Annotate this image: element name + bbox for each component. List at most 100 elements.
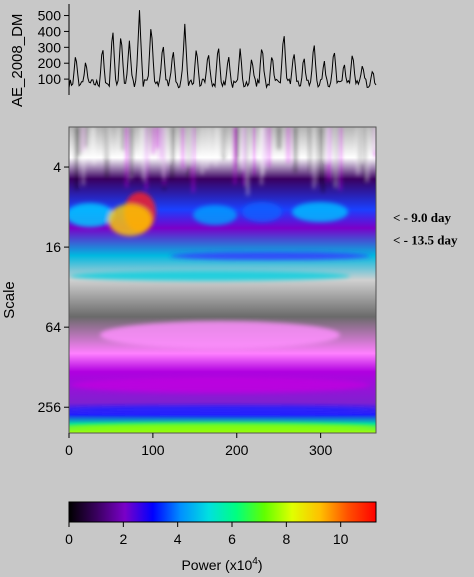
heatmap-streak xyxy=(317,127,319,184)
colorbar-label: Power (x104) xyxy=(181,556,262,573)
ae-series-line xyxy=(68,10,377,90)
heatmap-streak xyxy=(118,127,121,158)
heatmap-streak xyxy=(107,127,110,155)
heatmap-streak xyxy=(339,127,342,191)
heatmap-streak xyxy=(309,127,312,172)
heatmap-blob xyxy=(100,321,340,349)
heatmap-streak xyxy=(206,127,208,169)
wps-ytick-label: 4 xyxy=(53,159,61,175)
heatmap-streak xyxy=(287,127,290,164)
heatmap-blob xyxy=(108,204,152,236)
heatmap-blob xyxy=(69,406,376,414)
colorbar-tick-label: 8 xyxy=(282,531,290,547)
heatmap-streak xyxy=(374,127,376,149)
heatmap-streak xyxy=(366,127,369,182)
colorbar-label-end: ) xyxy=(258,557,263,573)
heatmap-streak xyxy=(220,127,223,154)
heatmap-streak xyxy=(192,127,195,193)
heatmap-streak xyxy=(262,127,264,176)
heatmap-streak xyxy=(162,127,165,178)
wps-ylabel: Scale xyxy=(1,281,18,319)
heatmap-streak xyxy=(160,127,162,160)
heatmap-streak xyxy=(125,127,128,188)
wps-xtick-label: 300 xyxy=(309,442,333,458)
ae-ytick-label: 400 xyxy=(38,23,62,39)
heatmap-streak xyxy=(156,127,159,149)
heatmap-streak xyxy=(326,127,329,161)
heatmap-streak xyxy=(260,127,263,185)
heatmap-streak xyxy=(278,127,280,150)
colorbar-tick-label: 0 xyxy=(65,531,73,547)
ae-ytick-label: 100 xyxy=(38,71,62,87)
heatmap-streak xyxy=(91,127,93,157)
wps-xtick-label: 100 xyxy=(141,442,165,458)
heatmap-streak xyxy=(82,127,85,186)
heatmap-streak xyxy=(236,127,239,159)
heatmap-streak xyxy=(241,127,244,170)
heatmap-streak xyxy=(263,127,266,168)
ae-ytick-label: 500 xyxy=(38,8,62,24)
wavelet-heatmap xyxy=(69,127,376,433)
colorbar-tick-label: 4 xyxy=(174,531,182,547)
heatmap-streak xyxy=(209,127,212,162)
colorbar-tick-label: 2 xyxy=(119,531,127,547)
wps-xtick-label: 0 xyxy=(65,442,73,458)
colorbar-tick-label: 6 xyxy=(228,531,236,547)
wps-xticks: 0 100 200 300 xyxy=(65,433,333,458)
colorbar: 0 2 4 6 8 10 Power (x104) xyxy=(65,501,377,573)
colorbar-label-exp: 4 xyxy=(252,556,258,567)
colorbar-ticks: 0 2 4 6 8 10 xyxy=(65,522,349,547)
heatmap-streak xyxy=(234,127,236,185)
ae-ytick-label: 200 xyxy=(38,55,62,71)
heatmap-streak xyxy=(216,127,219,159)
period-annotations: < - 9.0 day < - 13.5 day xyxy=(393,210,458,247)
heatmap-streak xyxy=(121,127,124,151)
heatmap-streak xyxy=(268,127,270,168)
heatmap-streak xyxy=(106,127,108,179)
heatmap-blob xyxy=(69,203,114,227)
heatmap-streak xyxy=(322,127,324,193)
heatmap-streak xyxy=(247,127,249,196)
heatmap-streak xyxy=(328,127,331,181)
heatmap-streak xyxy=(235,127,238,169)
heatmap-streak xyxy=(360,127,363,163)
heatmap-streak xyxy=(364,127,366,183)
heatmap-blob xyxy=(292,202,348,222)
wps-ytick-label: 256 xyxy=(38,399,62,415)
heatmap-streak xyxy=(75,127,78,191)
period-annotation: < - 13.5 day xyxy=(393,232,458,247)
heatmap-blob xyxy=(242,202,282,222)
heatmap-blob xyxy=(69,423,376,433)
heatmap-streak xyxy=(313,127,315,189)
heatmap-streak xyxy=(334,127,337,188)
heatmap-streak xyxy=(171,127,173,179)
wps-frame xyxy=(68,126,377,434)
heatmap-streak xyxy=(93,127,95,165)
heatmap-streak xyxy=(243,127,245,187)
heatmap-streak xyxy=(359,127,361,171)
heatmap-streak xyxy=(152,127,155,155)
heatmap-streak xyxy=(222,127,224,160)
heatmap-streak xyxy=(357,127,359,176)
heatmap-streak xyxy=(130,127,132,178)
heatmap-streak xyxy=(188,127,191,165)
heatmap-streak xyxy=(145,127,147,190)
heatmap-streak xyxy=(140,127,142,157)
heatmap-blob xyxy=(70,377,370,393)
heatmap-streak xyxy=(215,127,217,166)
heatmap-streak xyxy=(253,127,255,176)
ae-ylabel: AE_2008_DM xyxy=(9,14,26,107)
heatmap-blob xyxy=(70,271,350,281)
heatmap-streak xyxy=(201,127,203,175)
colorbar-tick-label: 10 xyxy=(333,531,349,547)
colorbar-gradient xyxy=(68,501,377,523)
colorbar-label-base: Power (x10 xyxy=(181,557,252,573)
heatmap-streak xyxy=(166,127,168,162)
ae-ytick-label: 300 xyxy=(38,39,62,55)
heatmap-streak xyxy=(79,127,81,156)
heatmap-streak xyxy=(182,127,184,169)
